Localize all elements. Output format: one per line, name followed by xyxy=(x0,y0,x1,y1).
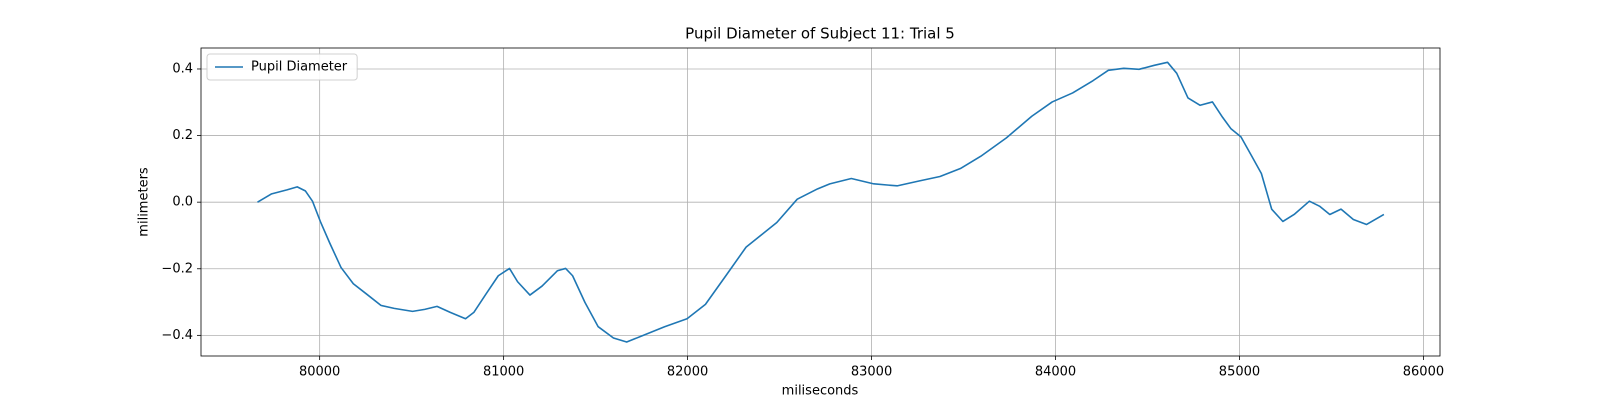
legend: Pupil Diameter xyxy=(206,53,358,81)
x-tick-label: 82000 xyxy=(667,365,708,380)
y-tick-label: 0.2 xyxy=(172,128,193,143)
x-tick-label: 86000 xyxy=(1403,365,1444,380)
y-axis-label: milimeters xyxy=(137,167,152,237)
x-tick-label: 81000 xyxy=(483,365,524,380)
chart-title: Pupil Diameter of Subject 11: Trial 5 xyxy=(685,25,955,43)
x-tick-label: 80000 xyxy=(299,365,340,380)
x-tick-label: 83000 xyxy=(851,365,892,380)
y-tick-label: 0.0 xyxy=(172,195,193,210)
y-tick-label: −0.4 xyxy=(161,328,193,343)
legend-box xyxy=(206,53,358,81)
data-line xyxy=(257,61,1385,343)
legend-label: Pupil Diameter xyxy=(251,60,348,75)
x-tick-label: 84000 xyxy=(1035,365,1076,380)
y-tick-label: 0.4 xyxy=(172,61,193,76)
plot-frame xyxy=(200,47,1441,357)
x-axis-label: miliseconds xyxy=(782,384,859,399)
y-tick-label: −0.2 xyxy=(161,261,193,276)
x-tick-label: 85000 xyxy=(1219,365,1260,380)
